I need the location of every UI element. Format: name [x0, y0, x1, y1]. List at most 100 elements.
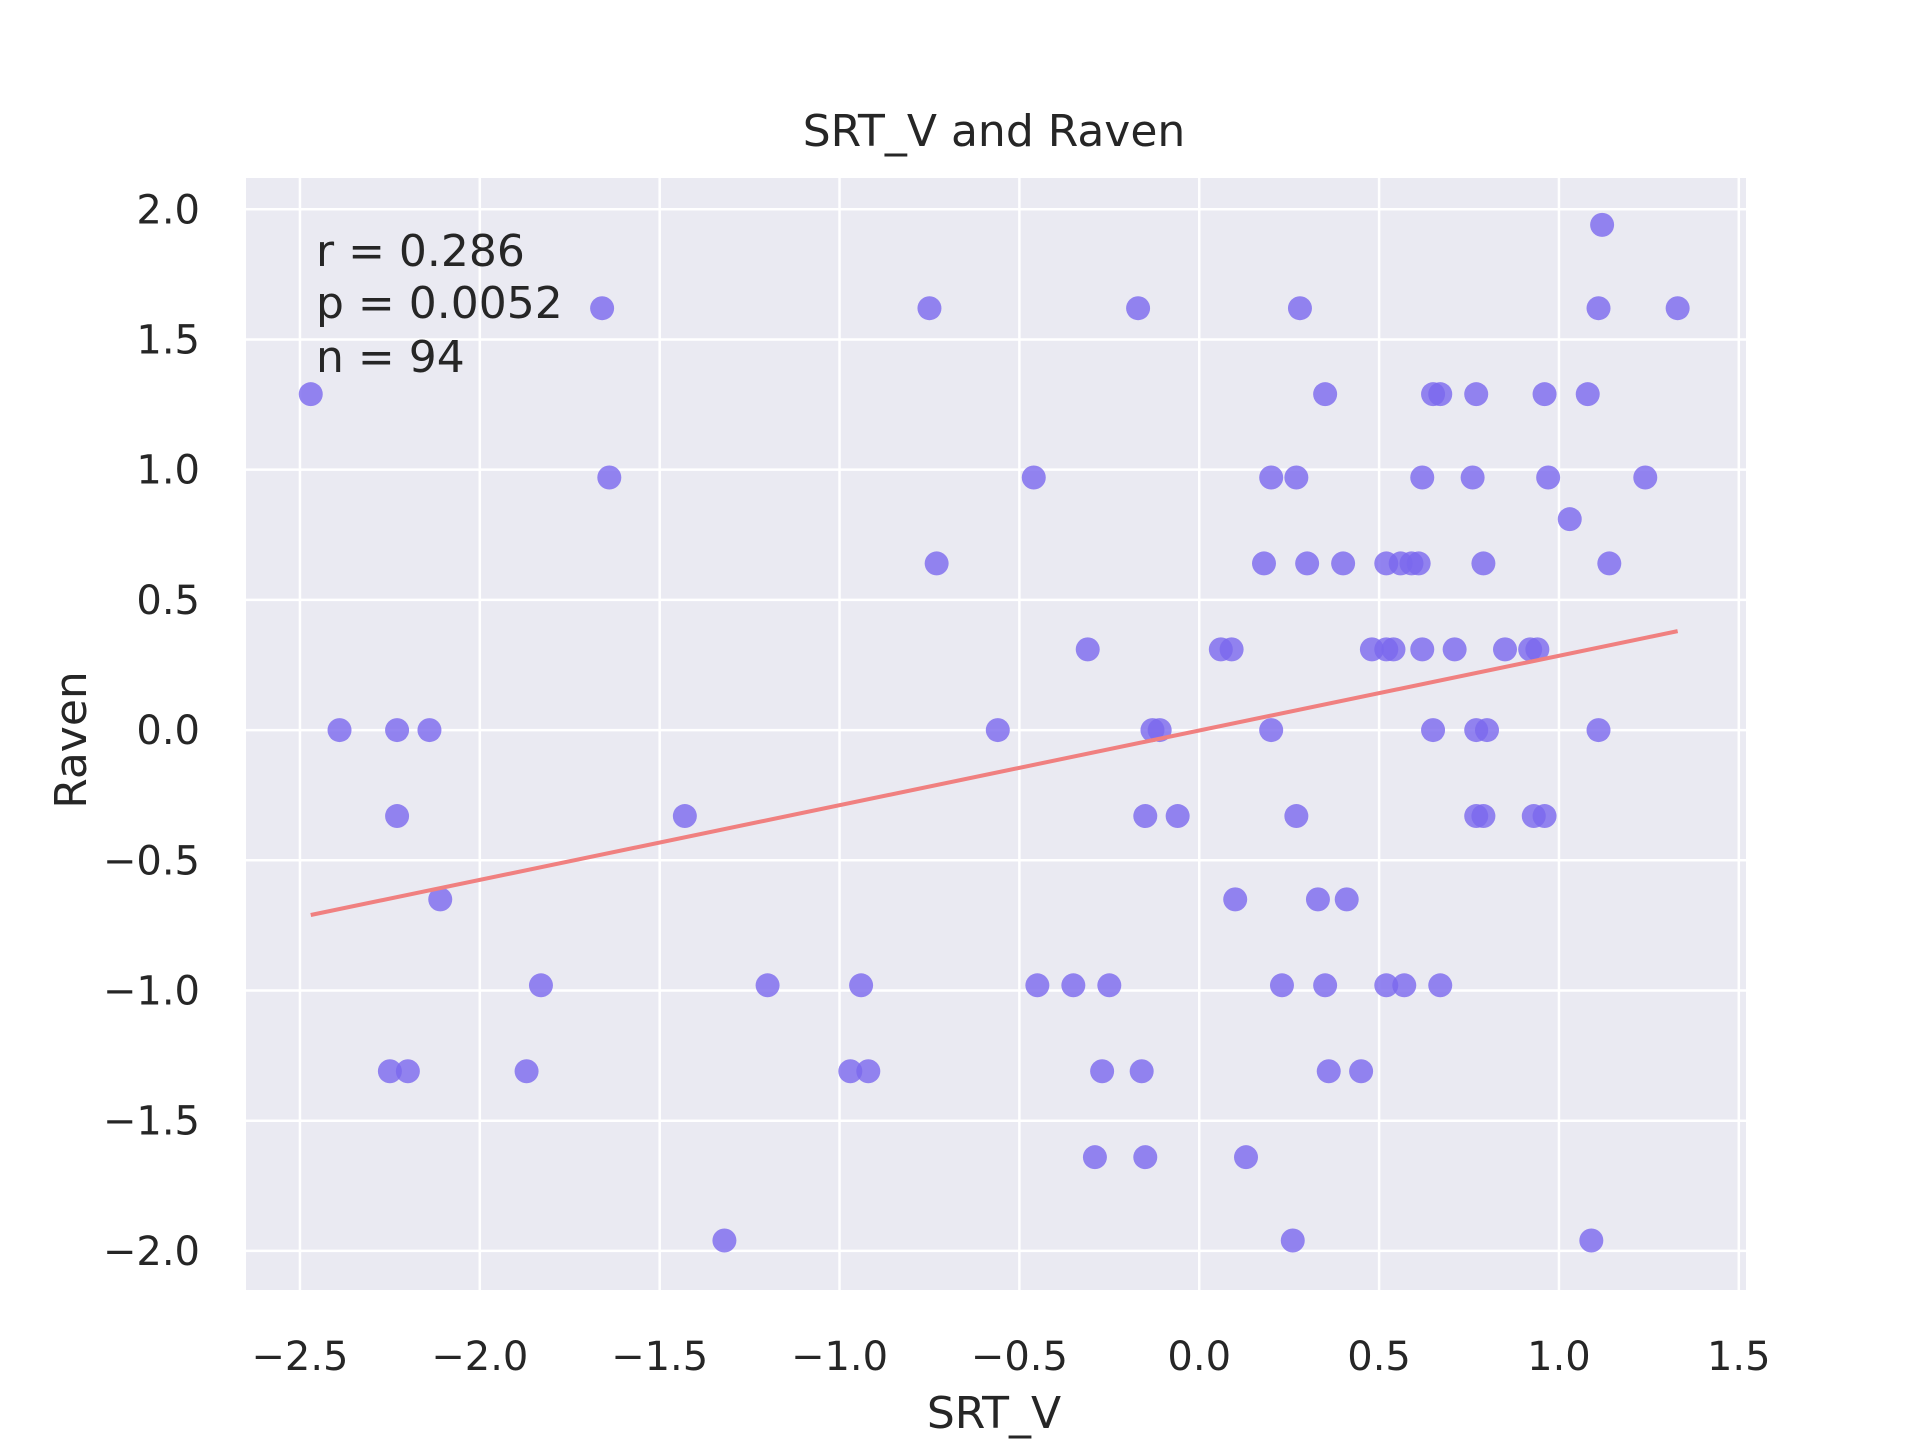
- data-point: [924, 551, 949, 576]
- data-point: [1381, 637, 1406, 662]
- x-tick-label: −1.5: [611, 1334, 708, 1380]
- data-point: [672, 804, 697, 829]
- data-point: [1492, 637, 1517, 662]
- data-point: [1287, 296, 1312, 321]
- data-point: [1334, 887, 1359, 912]
- data-point: [1557, 507, 1582, 532]
- data-point: [1280, 1228, 1305, 1253]
- data-point: [917, 296, 942, 321]
- data-point: [1421, 718, 1446, 743]
- data-point: [1633, 465, 1658, 490]
- data-point: [597, 465, 622, 490]
- data-point: [849, 973, 874, 998]
- data-point: [1219, 637, 1244, 662]
- data-point: [1305, 887, 1330, 912]
- y-tick-label: −2.0: [103, 1229, 200, 1275]
- data-point: [1061, 973, 1086, 998]
- data-point: [590, 296, 615, 321]
- data-point: [1259, 465, 1284, 490]
- data-point: [1597, 551, 1622, 576]
- data-point: [1532, 804, 1557, 829]
- data-point: [1082, 1145, 1107, 1170]
- data-point: [327, 718, 352, 743]
- data-points: [298, 212, 1690, 1253]
- data-point: [1460, 465, 1485, 490]
- data-point: [1410, 637, 1435, 662]
- data-point: [1025, 973, 1050, 998]
- data-point: [1259, 718, 1284, 743]
- chart-title: SRT_V and Raven: [803, 106, 1186, 157]
- data-point: [1295, 551, 1320, 576]
- y-tick-label: −0.5: [103, 838, 200, 884]
- y-tick-label: −1.5: [103, 1099, 200, 1145]
- data-point: [1579, 1228, 1604, 1253]
- data-point: [1316, 1059, 1341, 1084]
- data-point: [1349, 1059, 1374, 1084]
- data-point: [1021, 465, 1046, 490]
- x-axis-ticks: −2.5 −2.0 −1.5 −1.0 −0.5 0.0 0.5 1.0 1.5: [251, 1334, 1770, 1380]
- y-tick-label: 1.0: [136, 448, 200, 494]
- data-point: [385, 718, 410, 743]
- data-point: [985, 718, 1010, 743]
- data-point: [1374, 973, 1399, 998]
- data-point: [856, 1059, 881, 1084]
- data-point: [1665, 296, 1690, 321]
- data-point: [1428, 973, 1453, 998]
- data-point: [1097, 973, 1122, 998]
- data-point: [1442, 637, 1467, 662]
- data-point: [385, 804, 410, 829]
- annotation-n: n = 94: [316, 332, 465, 383]
- data-point: [1471, 551, 1496, 576]
- data-point: [1586, 718, 1611, 743]
- data-point: [528, 973, 553, 998]
- annotation-r: r = 0.286: [316, 226, 525, 277]
- data-point: [1475, 718, 1500, 743]
- data-point: [838, 1059, 863, 1084]
- data-point: [1331, 551, 1356, 576]
- x-tick-label: 1.5: [1707, 1334, 1771, 1380]
- data-point: [1410, 465, 1435, 490]
- x-tick-label: −2.0: [431, 1334, 528, 1380]
- data-point: [1428, 382, 1453, 407]
- data-point: [1133, 1145, 1158, 1170]
- data-point: [712, 1228, 737, 1253]
- y-axis-label: Raven: [46, 671, 97, 809]
- data-point: [1269, 973, 1294, 998]
- y-tick-label: −1.0: [103, 969, 200, 1015]
- x-axis-label: SRT_V: [927, 1388, 1061, 1439]
- x-tick-label: −2.5: [251, 1334, 348, 1380]
- data-point: [1392, 973, 1417, 998]
- data-point: [428, 887, 453, 912]
- data-point: [1464, 382, 1489, 407]
- data-point: [377, 1059, 402, 1084]
- data-point: [1406, 551, 1431, 576]
- y-tick-label: 2.0: [136, 187, 200, 233]
- data-point: [417, 718, 442, 743]
- data-point: [755, 973, 780, 998]
- y-tick-label: 1.5: [136, 317, 200, 363]
- data-point: [1075, 637, 1100, 662]
- data-point: [1471, 804, 1496, 829]
- data-point: [1525, 637, 1550, 662]
- data-point: [1129, 1059, 1154, 1084]
- data-point: [1536, 465, 1561, 490]
- x-tick-label: 1.0: [1527, 1334, 1591, 1380]
- data-point: [1090, 1059, 1115, 1084]
- data-point: [1126, 296, 1151, 321]
- data-point: [1586, 296, 1611, 321]
- data-point: [1223, 887, 1248, 912]
- data-point: [1590, 212, 1615, 237]
- data-point: [1251, 551, 1276, 576]
- data-point: [1284, 465, 1309, 490]
- data-point: [1284, 804, 1309, 829]
- annotation-p: p = 0.0052: [316, 278, 563, 329]
- x-tick-label: −0.5: [971, 1334, 1068, 1380]
- data-point: [1234, 1145, 1258, 1170]
- regression-line-layer: [310, 629, 1679, 917]
- y-tick-label: 0.5: [136, 578, 200, 624]
- data-point: [514, 1059, 539, 1084]
- data-point: [1313, 973, 1338, 998]
- y-tick-label: 0.0: [136, 708, 200, 754]
